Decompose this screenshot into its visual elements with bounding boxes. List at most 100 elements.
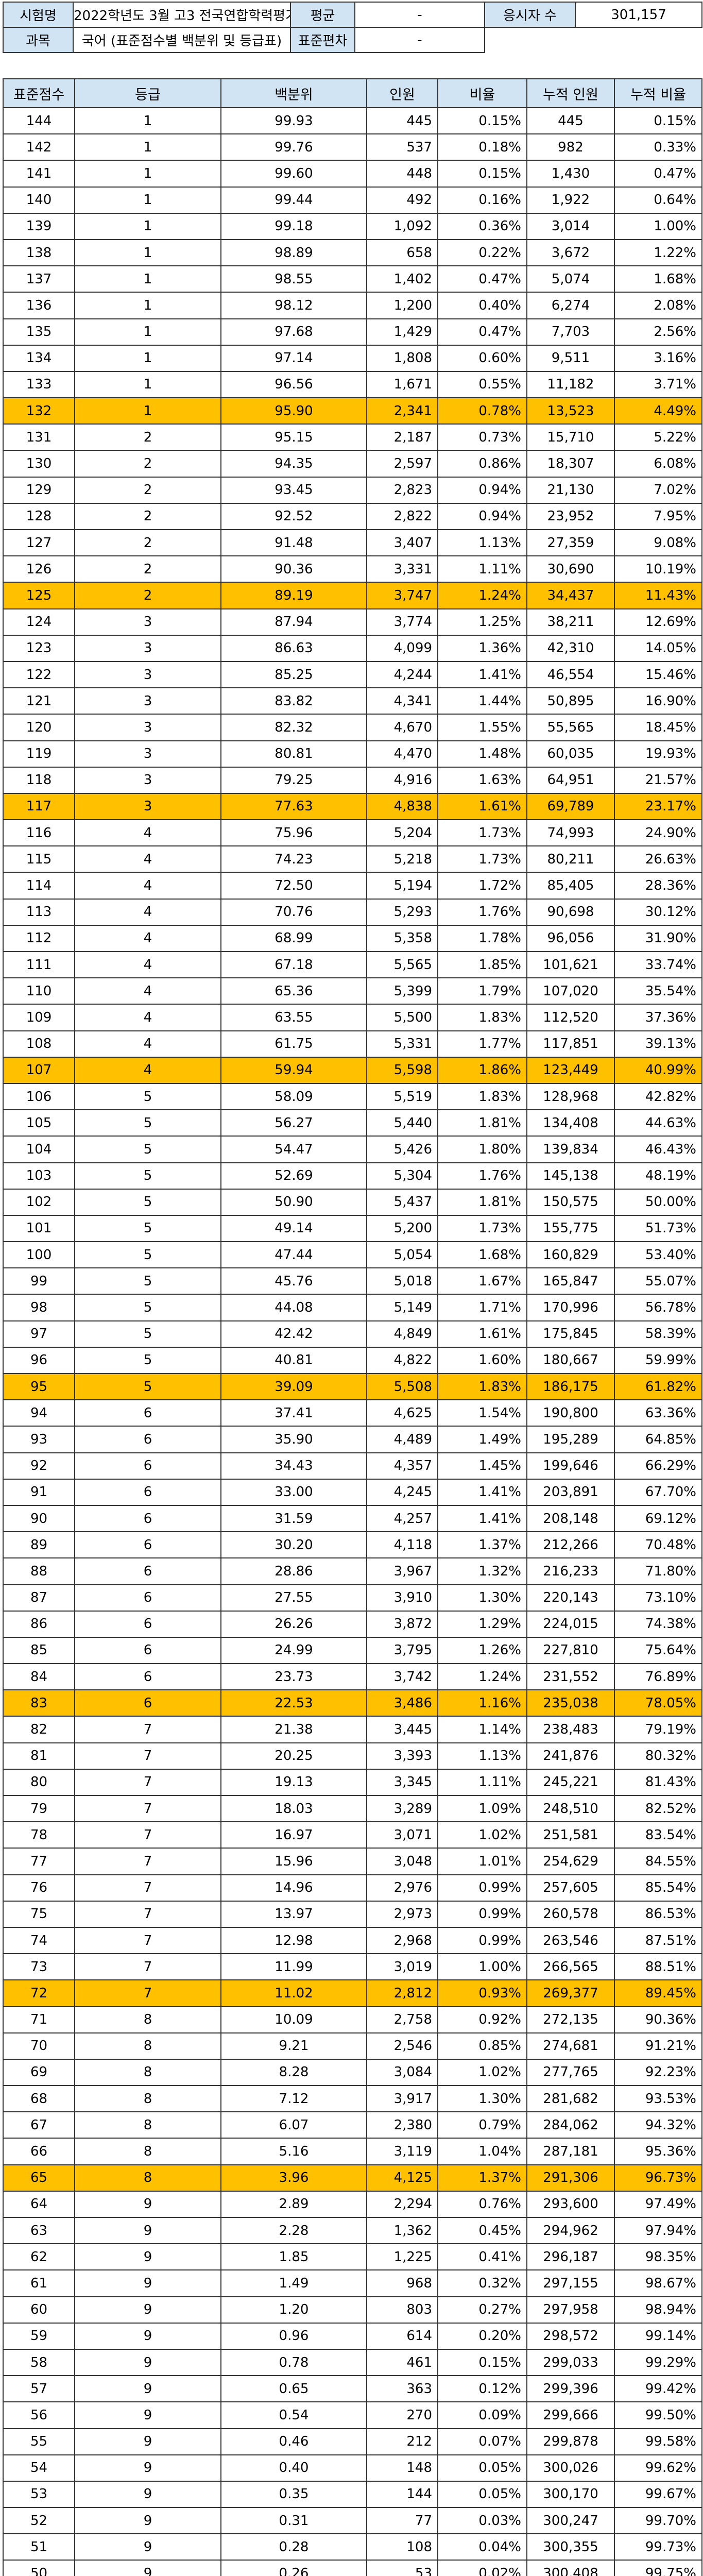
percentile-cell: 97.68 [220,318,367,346]
cumulative-ratio-cell: 18.45% [614,714,702,741]
cumulative-ratio-cell: 80.32% [614,1742,702,1770]
cumulative-ratio-cell: 30.12% [614,898,702,926]
cumulative-count-cell: 112,520 [526,1004,615,1031]
table-row: 78 7 16.97 3,071 1.02% 251,581 83.54% [3,1821,702,1849]
grade-cell: 8 [74,2138,221,2165]
ratio-cell: 0.09% [437,2401,527,2429]
cumulative-ratio-cell: 28.36% [614,872,702,900]
ratio-cell: 1.14% [437,1716,527,1743]
cumulative-ratio-cell: 2.08% [614,292,702,319]
ratio-cell: 0.55% [437,370,527,399]
cumulative-count-cell: 296,187 [526,2243,615,2271]
ratio-cell: 1.41% [437,1504,527,1533]
grade-cell: 3 [74,740,221,768]
percentile-cell: 95.15 [220,423,367,451]
cumulative-ratio-cell: 55.07% [614,1267,702,1295]
table-row: 124 3 87.94 3,774 1.25% 38,211 12.69% [3,608,702,636]
ratio-cell: 1.73% [437,819,527,847]
grade-cell: 9 [74,2243,221,2271]
ratio-cell: 0.99% [437,1874,527,1902]
grade-cell: 7 [74,1979,221,2007]
percentile-cell: 80.81 [220,740,367,768]
standard-score-cell: 75 [3,1900,75,1928]
standard-score-cell: 113 [3,898,75,926]
cumulative-count-cell: 291,306 [526,2164,615,2192]
cumulative-ratio-cell: 82.52% [614,1794,702,1823]
grade-cell: 6 [74,1584,221,1612]
cumulative-ratio-cell: 69.12% [614,1504,702,1533]
table-row: 137 1 98.55 1,402 0.47% 5,074 1.68% [3,265,702,293]
standard-score-cell: 67 [3,2111,75,2139]
ratio-cell: 1.61% [437,1320,527,1348]
cumulative-ratio-cell: 74.38% [614,1610,702,1638]
count-cell: 4,916 [366,766,438,794]
grade-cell: 8 [74,2032,221,2060]
ratio-cell: 1.25% [437,608,527,636]
grade-cell: 9 [74,2296,221,2324]
grade-cell: 3 [74,660,221,689]
standard-score-cell: 134 [3,344,75,372]
percentile-cell: 74.23 [220,845,367,873]
cumulative-ratio-cell: 21.57% [614,766,702,794]
cumulative-count-cell: 266,565 [526,1953,615,1981]
cumulative-ratio-cell: 99.75% [614,2560,702,2576]
cumulative-ratio-cell: 37.36% [614,1004,702,1031]
standard-score-cell: 121 [3,687,75,715]
table-row: 81 7 20.25 3,393 1.13% 241,876 80.32% [3,1742,702,1770]
cumulative-count-cell: 145,138 [526,1162,615,1190]
standard-score-cell: 50 [3,2560,75,2576]
percentile-cell: 77.63 [220,792,367,821]
count-cell: 3,331 [366,555,438,583]
percentile-cell: 3.96 [220,2164,367,2192]
standard-score-cell: 90 [3,1504,75,1533]
table-row: 118 3 79.25 4,916 1.63% 64,951 21.57% [3,766,702,794]
cumulative-ratio-cell: 96.73% [614,2164,702,2192]
table-row: 96 5 40.81 4,822 1.60% 180,667 59.99% [3,1346,702,1375]
cumulative-count-cell: 3,014 [526,212,615,240]
subject-info-row: 과목 국어 (표준점수별 백분위 및 등급표) 표준편차 - [3,27,702,53]
table-row: 98 5 44.08 5,149 1.71% 170,996 56.78% [3,1294,702,1321]
grade-table-header: 표준점수 등급 백분위 인원 비율 누적 인원 누적 비율 [3,78,702,108]
cumulative-ratio-cell: 63.36% [614,1399,702,1427]
ratio-cell: 1.02% [437,1821,527,1849]
table-row: 108 4 61.75 5,331 1.77% 117,851 39.13% [3,1030,702,1058]
table-row: 133 1 96.56 1,671 0.55% 11,182 3.71% [3,370,702,399]
percentile-cell: 94.35 [220,450,367,478]
cumulative-count-cell: 80,211 [526,845,615,873]
ratio-cell: 1.01% [437,1848,527,1875]
cumulative-ratio-cell: 0.33% [614,133,702,161]
cumulative-count-cell: 50,895 [526,687,615,715]
cumulative-count-cell: 155,775 [526,1214,615,1243]
table-row: 63 9 2.28 1,362 0.45% 294,962 97.94% [3,2216,702,2245]
percentile-cell: 24.99 [220,1636,367,1665]
table-row: 105 5 56.27 5,440 1.81% 134,408 44.63% [3,1109,702,1137]
header-cumulative-count: 누적 인원 [526,78,615,108]
table-row: 128 2 92.52 2,822 0.94% 23,952 7.95% [3,502,702,531]
count-cell: 3,071 [366,1821,438,1849]
table-row: 110 4 65.36 5,399 1.79% 107,020 35.54% [3,977,702,1005]
cumulative-count-cell: 46,554 [526,660,615,689]
table-row: 76 7 14.96 2,976 0.99% 257,605 85.54% [3,1874,702,1902]
grade-cell: 1 [74,160,221,188]
ratio-cell: 1.11% [437,1768,527,1797]
cumulative-count-cell: 299,878 [526,2428,615,2455]
standard-score-cell: 84 [3,1663,75,1691]
standard-score-cell: 100 [3,1241,75,1269]
cumulative-count-cell: 216,233 [526,1557,615,1585]
cumulative-ratio-cell: 56.78% [614,1294,702,1321]
percentile-cell: 8.28 [220,2058,367,2087]
grade-cell: 6 [74,1478,221,1506]
grade-cell: 7 [74,1848,221,1875]
standard-score-cell: 136 [3,292,75,319]
count-cell: 448 [366,160,438,188]
standard-score-cell: 96 [3,1346,75,1375]
ratio-cell: 0.22% [437,239,527,267]
grade-cell: 5 [74,1082,221,1111]
standard-score-cell: 63 [3,2216,75,2245]
percentile-cell: 35.90 [220,1426,367,1453]
cumulative-ratio-cell: 9.08% [614,529,702,557]
exam-info-row: 시험명 2022학년도 3월 고3 전국연합학력평가 평균 - 응시자 수 30… [3,2,702,28]
cumulative-ratio-cell: 78.05% [614,1689,702,1717]
table-row-grade-cutoff: 132 1 95.90 2,341 0.78% 13,523 4.49% [3,397,702,425]
table-row: 131 2 95.15 2,187 0.73% 15,710 5.22% [3,423,702,451]
